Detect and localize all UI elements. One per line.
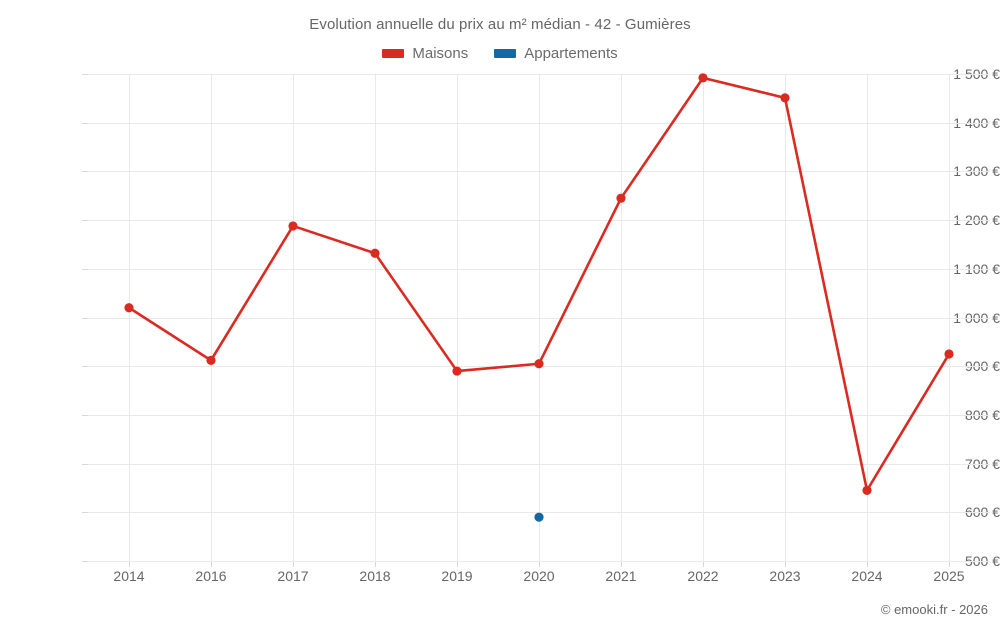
x-axis-tick-mark <box>129 561 130 567</box>
x-axis-tick-label: 2016 <box>195 568 227 584</box>
y-axis-tick-mark <box>82 220 88 222</box>
x-axis-tick-mark <box>539 561 540 567</box>
chart-legend: Maisons Appartements <box>0 45 1000 62</box>
x-axis-tick-label: 2019 <box>441 568 473 584</box>
y-axis-tick-mark <box>82 122 88 124</box>
gridline-vertical <box>293 74 294 561</box>
y-axis-tick-mark <box>82 414 88 416</box>
legend-item-appartements[interactable]: Appartements <box>494 45 618 62</box>
data-point-marker[interactable] <box>124 303 134 313</box>
series-line-maisons <box>127 76 951 492</box>
gridline-horizontal <box>88 561 990 562</box>
gridline-vertical <box>457 74 458 561</box>
data-point-marker[interactable] <box>534 512 544 522</box>
x-axis-tick-mark <box>375 561 376 567</box>
gridline-vertical <box>375 74 376 561</box>
y-axis-tick-mark <box>82 171 88 173</box>
data-point-marker[interactable] <box>534 359 544 369</box>
gridline-vertical <box>785 74 786 561</box>
data-point-marker[interactable] <box>862 485 872 495</box>
data-point-marker[interactable] <box>452 366 462 376</box>
legend-swatch-maisons <box>382 49 405 58</box>
legend-label-appartements: Appartements <box>524 45 618 62</box>
data-point-marker[interactable] <box>616 193 626 203</box>
data-point-marker[interactable] <box>698 73 708 83</box>
y-axis-tick-mark <box>82 74 88 75</box>
x-axis-tick-mark <box>703 561 704 567</box>
x-axis-tick-label: 2025 <box>933 568 965 584</box>
gridline-vertical <box>949 74 950 561</box>
data-point-marker[interactable] <box>206 355 216 365</box>
legend-swatch-appartements <box>494 49 517 58</box>
data-point-marker[interactable] <box>288 221 298 231</box>
x-axis-tick-label: 2018 <box>359 568 391 584</box>
x-axis-tick-mark <box>293 561 294 567</box>
y-axis-tick-mark <box>82 317 88 319</box>
y-axis-tick-mark <box>82 512 88 514</box>
x-axis-tick-label: 2014 <box>113 568 145 584</box>
y-axis-tick-mark <box>82 561 88 562</box>
data-point-marker[interactable] <box>780 93 790 103</box>
gridline-vertical <box>621 74 622 561</box>
gridline-vertical <box>211 74 212 561</box>
x-axis-tick-label: 2017 <box>277 568 309 584</box>
x-axis-tick-mark <box>211 561 212 567</box>
series-layer <box>124 73 954 522</box>
x-axis-tick-mark <box>867 561 868 567</box>
gridline-vertical <box>539 74 540 561</box>
footer-credit: © emooki.fr - 2026 <box>880 602 988 617</box>
legend-item-maisons[interactable]: Maisons <box>382 45 468 62</box>
x-axis-tick-mark <box>785 561 786 567</box>
chart-title: Evolution annuelle du prix au m² médian … <box>309 16 691 33</box>
gridline-vertical <box>129 74 130 561</box>
data-point-marker[interactable] <box>370 248 380 258</box>
x-axis-tick-mark <box>621 561 622 567</box>
gridline-vertical <box>703 74 704 561</box>
x-axis-tick-mark <box>457 561 458 567</box>
plot-area <box>88 73 990 562</box>
x-axis-tick-label: 2020 <box>523 568 555 584</box>
x-axis-tick-label: 2024 <box>851 568 883 584</box>
x-axis-tick-label: 2022 <box>687 568 719 584</box>
x-axis-tick-label: 2021 <box>605 568 637 584</box>
data-point-marker[interactable] <box>944 349 954 359</box>
x-axis-tick-label: 2023 <box>769 568 801 584</box>
legend-label-maisons: Maisons <box>412 45 469 62</box>
y-axis-tick-mark <box>82 366 88 368</box>
gridline-vertical <box>867 74 868 561</box>
y-axis-tick-mark <box>82 463 88 465</box>
x-axis-tick-mark <box>949 561 950 567</box>
y-axis-tick-mark <box>82 268 88 270</box>
